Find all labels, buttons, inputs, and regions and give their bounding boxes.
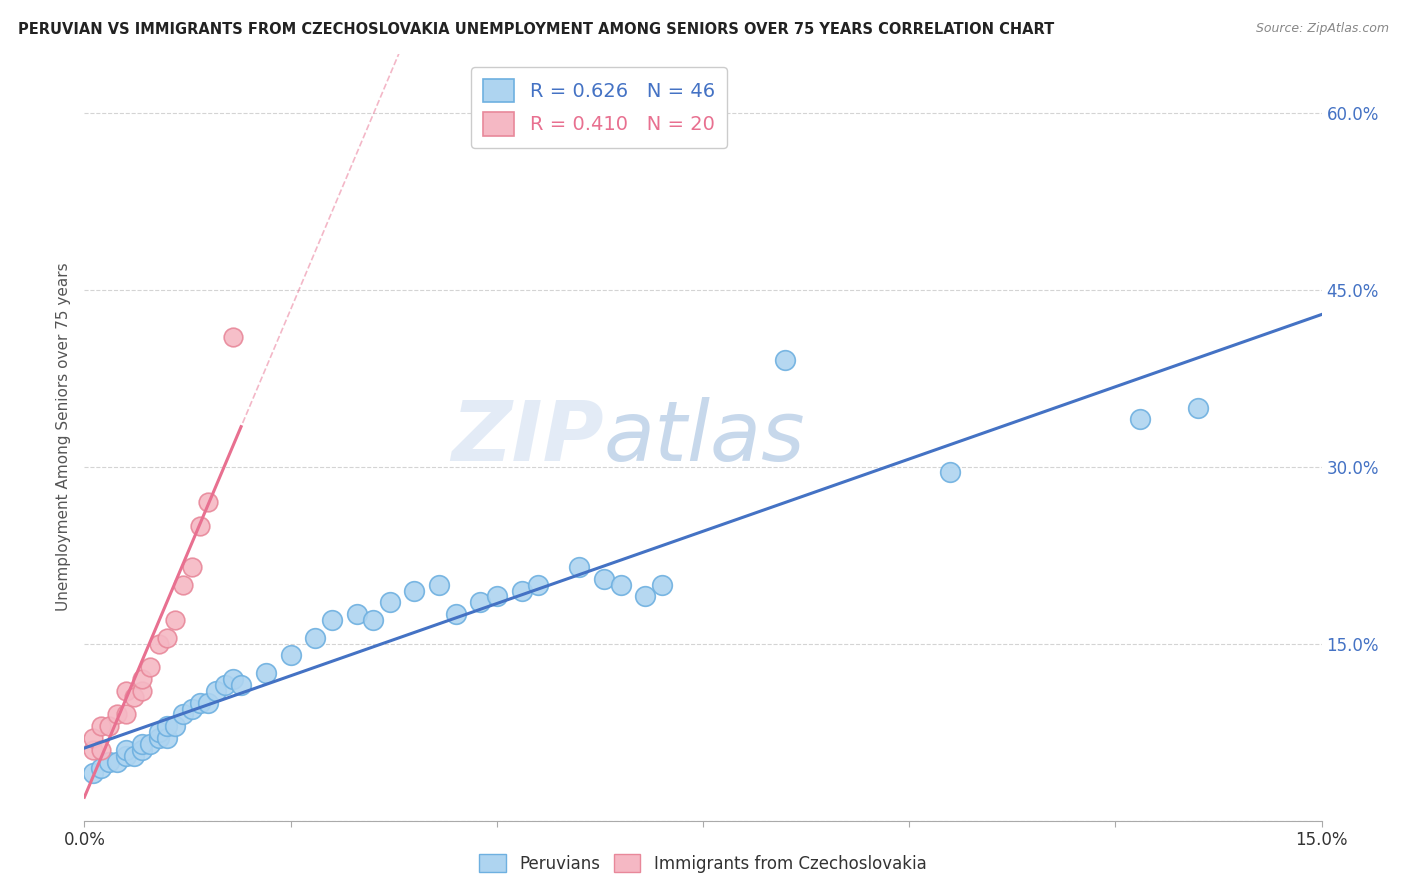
Point (90, 719, 112, 733)
Point (1187, 401, 1209, 415)
Point (254, 666, 277, 681)
Point (82, 766, 104, 780)
Point (156, 731, 179, 745)
Point (205, 683, 228, 698)
Point (485, 590, 508, 604)
Text: atlas: atlas (605, 397, 806, 477)
Point (131, 743, 153, 757)
Point (527, 577, 550, 591)
Point (114, 743, 136, 757)
Point (304, 631, 326, 645)
Point (404, 583, 426, 598)
Point (114, 683, 136, 698)
Point (114, 707, 136, 722)
Text: PERUVIAN VS IMMIGRANTS FROM CZECHOSLOVAKIA UNEMPLOYMENT AMONG SENIORS OVER 75 YE: PERUVIAN VS IMMIGRANTS FROM CZECHOSLOVAK… (18, 22, 1054, 37)
Point (165, 613, 187, 627)
Text: ZIP: ZIP (451, 397, 605, 477)
Point (156, 719, 179, 733)
Point (90, 760, 112, 774)
Point (229, 678, 252, 692)
Point (122, 690, 145, 704)
Point (510, 583, 533, 598)
Point (82, 731, 104, 745)
Point (98, 719, 121, 733)
Point (222, 330, 245, 344)
Point (98, 755, 121, 769)
Point (197, 696, 219, 710)
Point (148, 731, 170, 745)
Point (378, 595, 401, 609)
Point (197, 495, 219, 509)
Point (131, 683, 153, 698)
Point (131, 672, 153, 686)
Y-axis label: Unemployment Among Seniors over 75 years: Unemployment Among Seniors over 75 years (56, 263, 72, 611)
Point (1129, 412, 1152, 426)
Point (172, 707, 194, 722)
Point (180, 701, 202, 715)
Point (568, 560, 591, 574)
Point (222, 672, 245, 686)
Point (172, 577, 194, 591)
Point (280, 648, 302, 663)
Point (361, 613, 384, 627)
Point (114, 748, 136, 763)
Point (188, 518, 211, 533)
Point (122, 748, 145, 763)
Point (444, 607, 467, 621)
Point (148, 637, 170, 651)
Point (180, 560, 202, 574)
Point (321, 613, 343, 627)
Point (593, 572, 616, 586)
Point (156, 631, 179, 645)
Point (139, 737, 162, 751)
Point (634, 590, 657, 604)
Point (139, 660, 162, 674)
Point (214, 678, 236, 692)
Legend: Peruvians, Immigrants from Czechoslovakia: Peruvians, Immigrants from Czechoslovaki… (472, 847, 934, 880)
Point (775, 353, 797, 368)
Point (82, 743, 104, 757)
Point (131, 737, 153, 751)
Point (939, 466, 962, 480)
Legend: R = 0.626   N = 46, R = 0.410   N = 20: R = 0.626 N = 46, R = 0.410 N = 20 (471, 67, 727, 147)
Point (651, 577, 673, 591)
Text: Source: ZipAtlas.com: Source: ZipAtlas.com (1256, 22, 1389, 36)
Point (105, 707, 128, 722)
Point (470, 595, 492, 609)
Point (346, 607, 368, 621)
Point (427, 577, 450, 591)
Point (105, 755, 128, 769)
Point (188, 696, 211, 710)
Point (148, 725, 170, 739)
Point (609, 577, 631, 591)
Point (165, 719, 187, 733)
Point (90, 743, 112, 757)
